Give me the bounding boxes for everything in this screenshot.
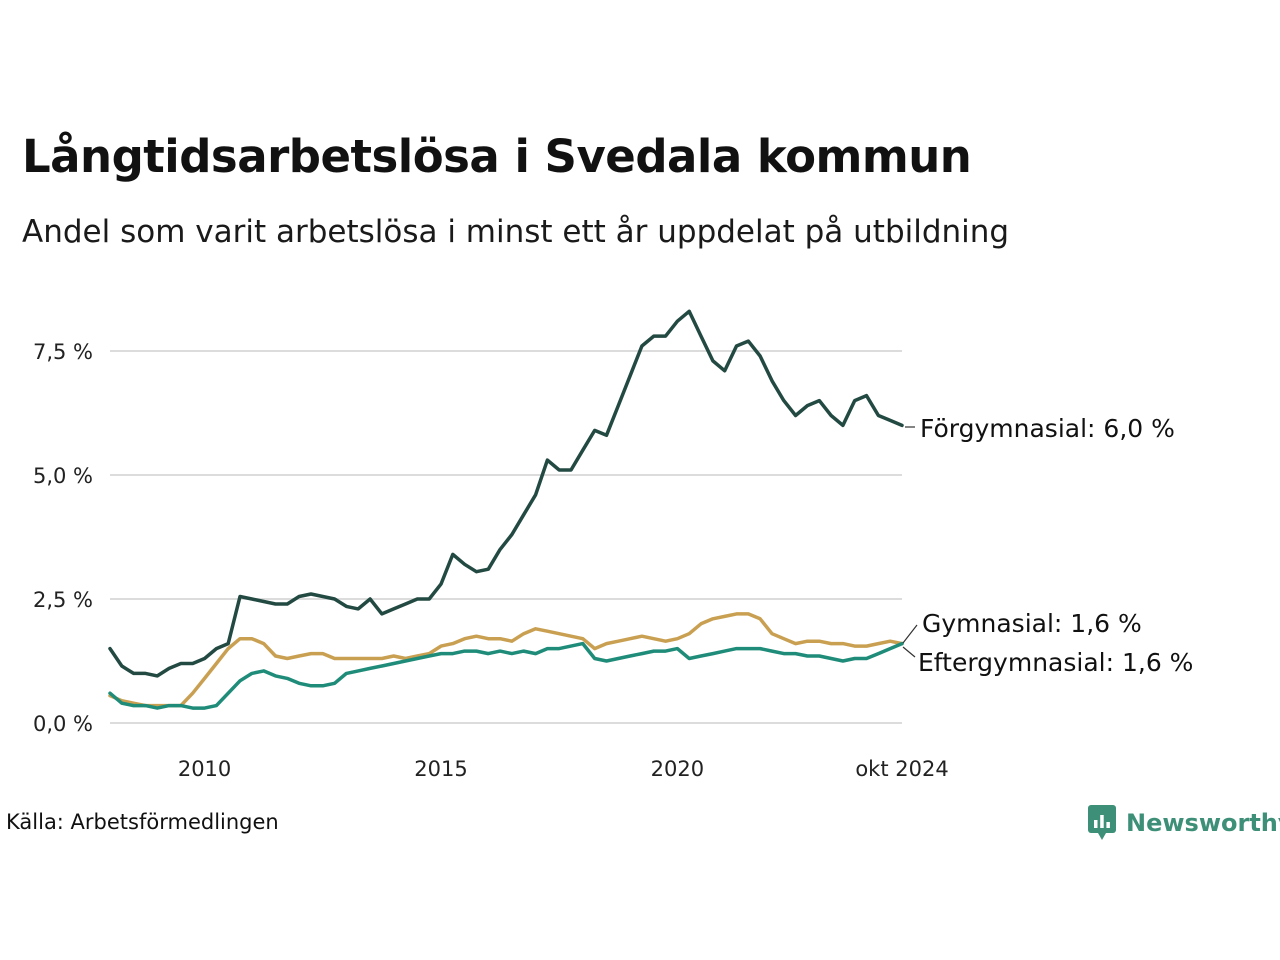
x-tick-label: 2015 xyxy=(414,757,467,781)
brand-name: Newsworthy xyxy=(1126,809,1280,837)
brand-logo: Newsworthy xyxy=(1088,804,1280,842)
x-tick-label: okt 2024 xyxy=(855,757,948,781)
label-leader-line xyxy=(902,646,916,658)
label-leader-line xyxy=(902,624,918,644)
y-tick-label: 2,5 % xyxy=(33,588,93,612)
chart-title: Långtidsarbetslösa i Svedala kommun xyxy=(22,130,972,183)
x-tick-label: 2010 xyxy=(178,757,231,781)
gridlines xyxy=(110,350,902,724)
series-line-gymnasial xyxy=(108,612,904,708)
series-lines xyxy=(108,309,904,710)
source-note: Källa: Arbetsförmedlingen xyxy=(6,810,279,834)
y-tick-label: 7,5 % xyxy=(33,340,93,364)
series-label-eftergymnasial: Eftergymnasial: 1,6 % xyxy=(918,648,1193,677)
y-tick-label: 0,0 % xyxy=(33,712,93,736)
newsworthy-logo-icon xyxy=(1088,805,1116,840)
x-tick-label: 2020 xyxy=(651,757,704,781)
series-line-förgymnasial xyxy=(108,309,904,678)
series-label-gymnasial: Gymnasial: 1,6 % xyxy=(922,609,1142,638)
y-tick-label: 5,0 % xyxy=(33,464,93,488)
series-label-förgymnasial: Förgymnasial: 6,0 % xyxy=(920,414,1175,443)
x-axis-labels: 2010 2015 2020 okt 2024 xyxy=(178,757,949,781)
y-axis-labels: 0,0 % 2,5 % 5,0 % 7,5 % xyxy=(33,340,93,736)
chart-subtitle: Andel som varit arbetslösa i minst ett å… xyxy=(22,214,1010,250)
series-line-eftergymnasial xyxy=(108,641,904,710)
series-end-labels: Förgymnasial: 6,0 % Gymnasial: 1,6 % Efter… xyxy=(902,414,1193,677)
